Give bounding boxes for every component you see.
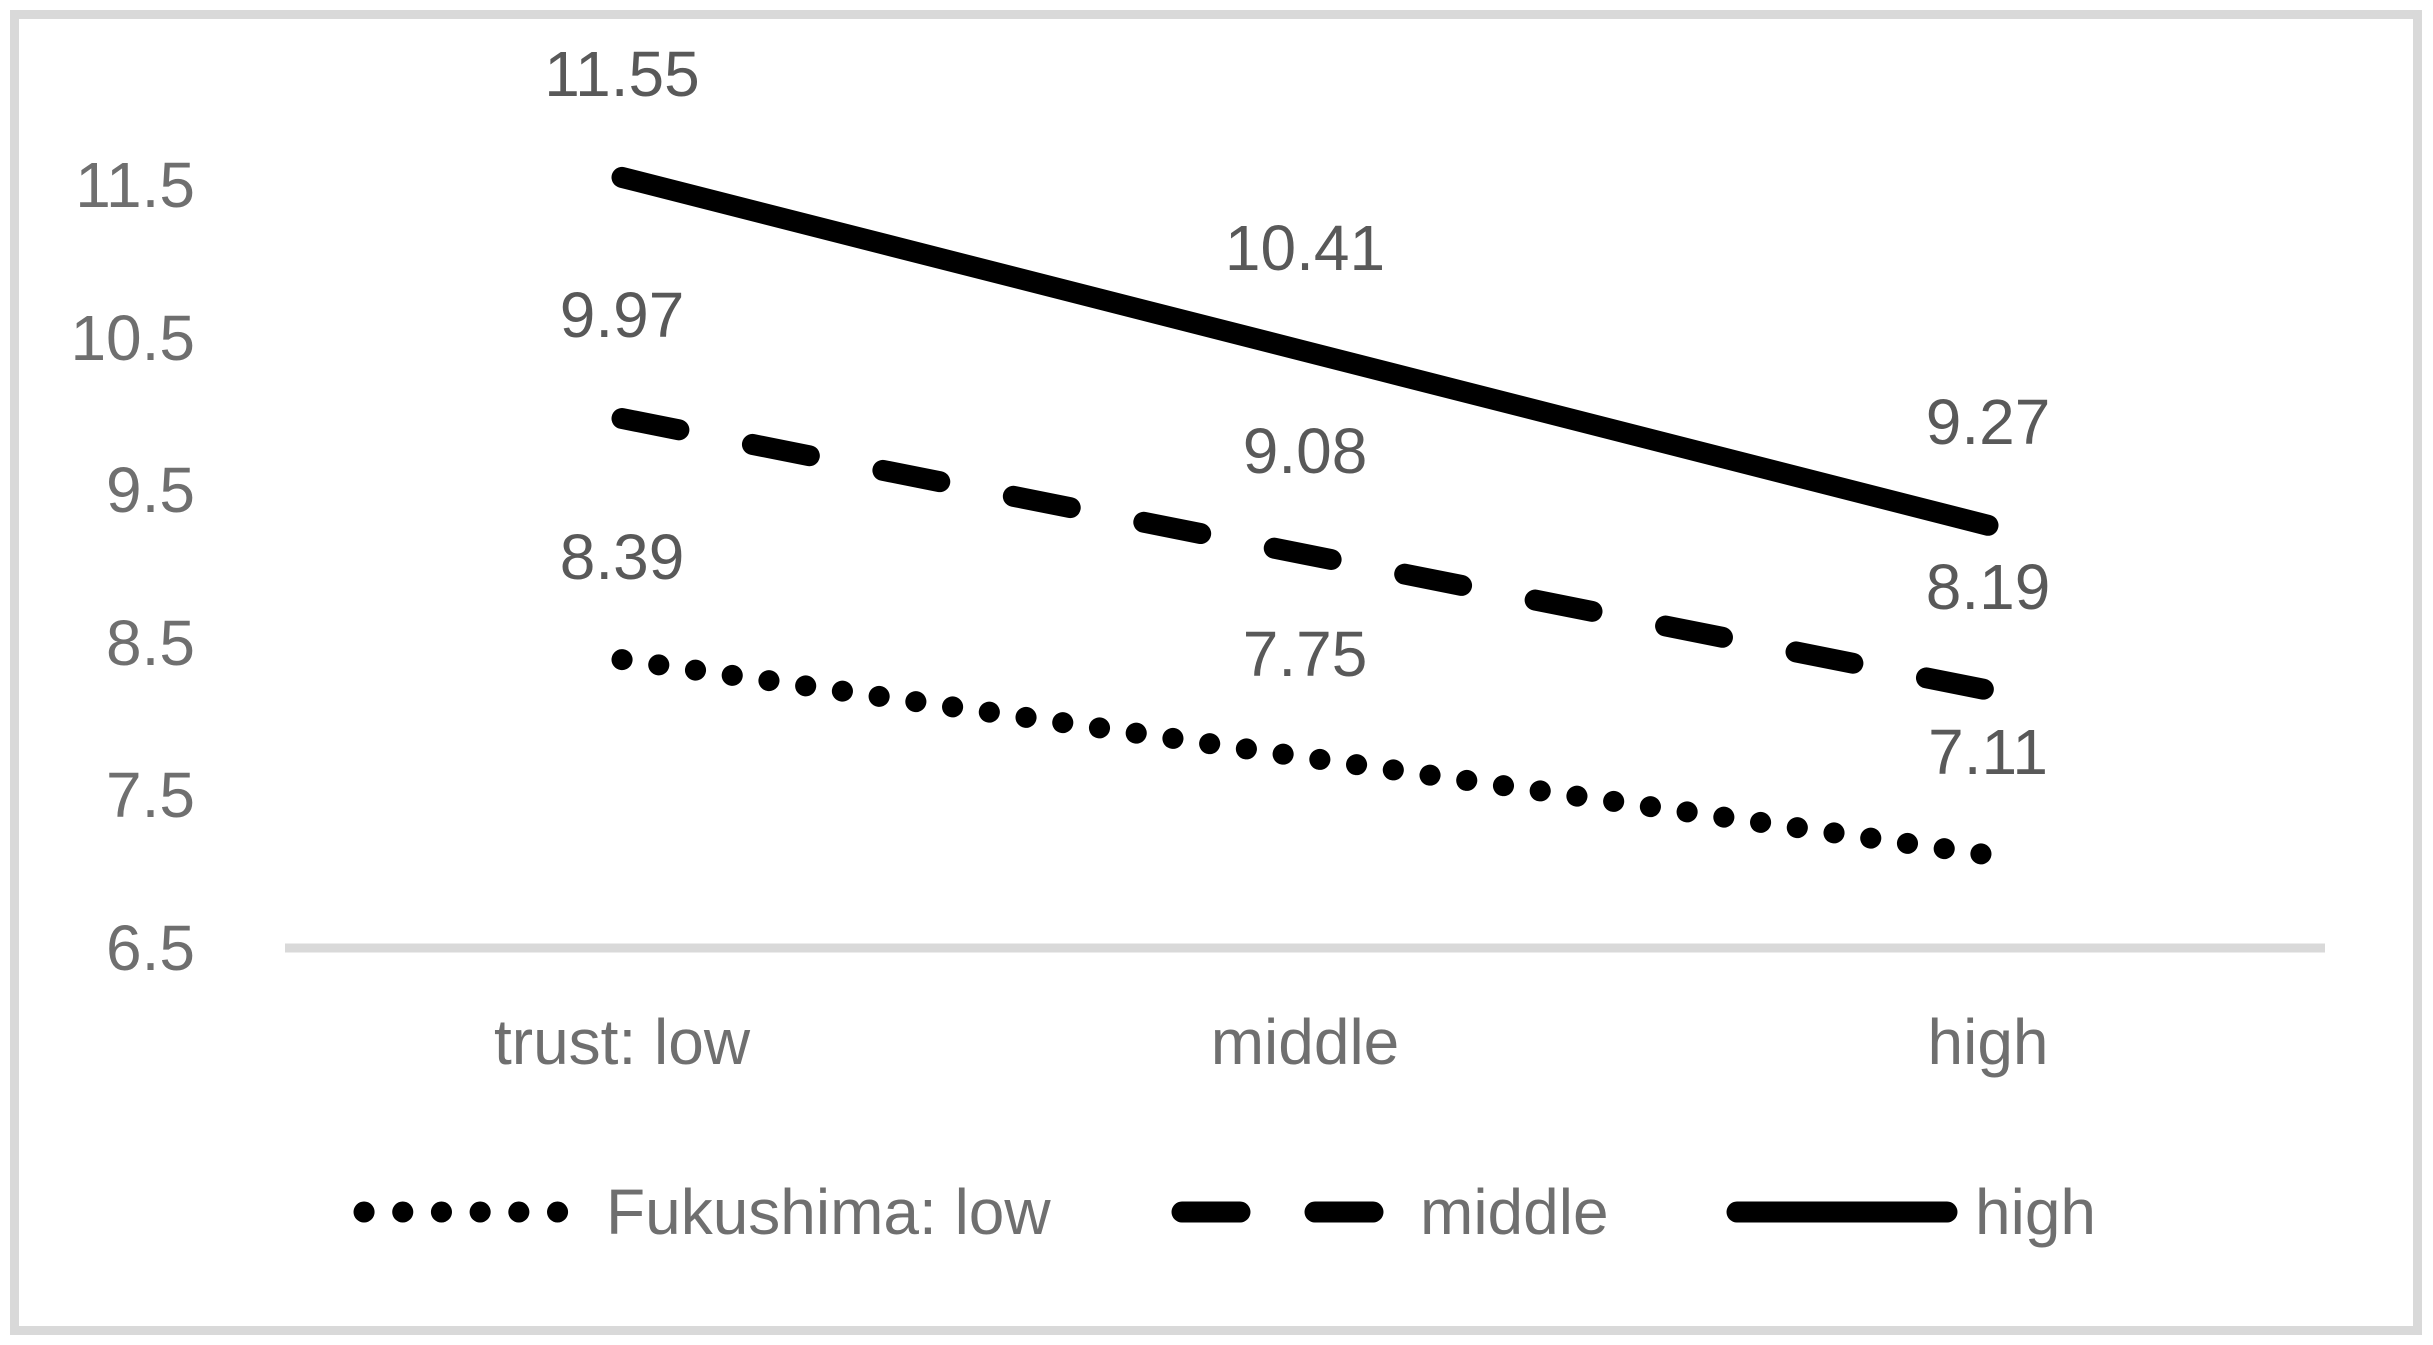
x-axis-category-label: high: [1927, 1006, 2049, 1078]
data-label: 9.27: [1925, 386, 2051, 458]
y-axis-tick-label: 9.5: [106, 454, 195, 526]
x-axis-category-label: middle: [1210, 1006, 1400, 1078]
data-label: 11.55: [544, 38, 700, 110]
series-line-fukushima-middle: [611, 408, 1999, 701]
y-axis-tick-label: 7.5: [106, 759, 195, 831]
series-line-fukushima-high: [611, 166, 1999, 536]
data-label: 9.97: [559, 279, 685, 351]
y-axis-tick-label: 11.5: [75, 149, 195, 221]
legend-marker-dotted-icon: [353, 1201, 570, 1223]
legend-marker-dashed-icon: [1171, 1201, 1384, 1223]
legend-label-middle: middle: [1420, 1176, 1609, 1248]
legend-label-high: high: [1975, 1176, 2096, 1248]
data-label: 10.41: [1224, 212, 1386, 284]
y-axis-tick-label: 8.5: [106, 607, 195, 679]
y-axis-tick-label: 10.5: [70, 302, 195, 374]
legend-label-fukushima-low: Fukushima: low: [606, 1176, 1051, 1248]
data-label: 8.39: [559, 521, 685, 593]
data-label: 9.08: [1242, 415, 1368, 487]
series-line-fukushima-low: [611, 649, 1999, 866]
data-label: 7.11: [1928, 716, 2048, 788]
y-axis-tick-label: 6.5: [106, 912, 195, 984]
data-label: 7.75: [1242, 618, 1368, 690]
x-axis-category-label: trust: low: [493, 1006, 751, 1078]
data-label: 8.19: [1925, 551, 2051, 623]
legend-marker-solid-icon: [1726, 1201, 1958, 1223]
